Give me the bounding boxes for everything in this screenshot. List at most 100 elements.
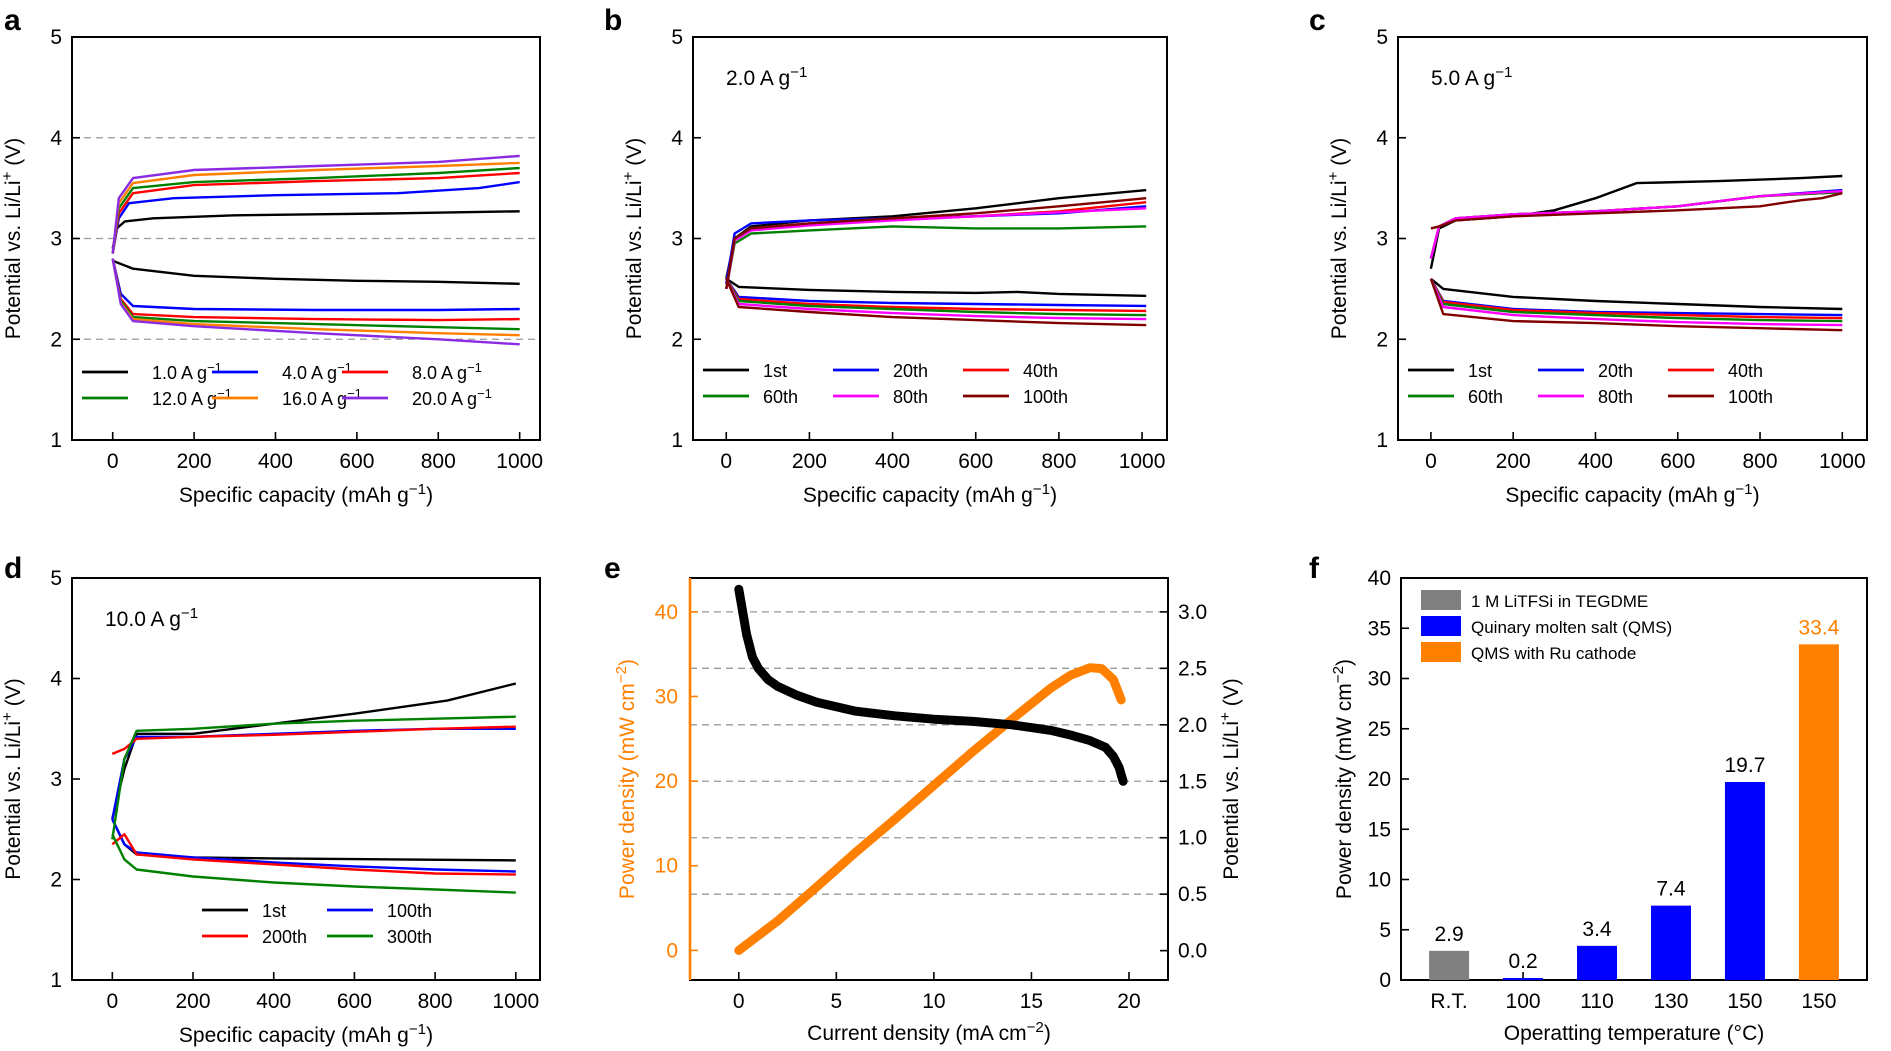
- y-tick-label: 3: [671, 228, 683, 251]
- x-tick-label: 800: [421, 450, 456, 473]
- bar-value-label: 2.9: [1434, 923, 1463, 946]
- y-right-tick-label: 1.0: [1178, 827, 1207, 850]
- series-line-charge: [1429, 174, 1843, 269]
- y-axis-label: Potential vs. Li/Li+ (V): [0, 678, 25, 879]
- series-line-discharge: [725, 277, 1147, 298]
- x-tick-label: 400: [258, 450, 293, 473]
- bar: [1577, 945, 1618, 980]
- y-left-tick-label: 30: [655, 685, 678, 708]
- y-left-tick-label: 10: [655, 855, 678, 878]
- x-axis-label: Specific capacity (mAh g−1): [803, 481, 1057, 508]
- series-line-discharge: [1429, 278, 1843, 327]
- panel-letter-f: f: [1309, 552, 1320, 585]
- series-line-discharge: [725, 278, 1147, 321]
- y-tick-label: 10: [1368, 869, 1391, 892]
- series-line-discharge: [725, 278, 1147, 327]
- x-tick-label: 400: [256, 990, 291, 1013]
- y-tick-label: 3: [50, 228, 62, 251]
- rate-annotation: 2.0 A g−1: [726, 64, 807, 91]
- series-line-charge: [1429, 189, 1843, 259]
- legend-label: 40th: [1023, 361, 1058, 381]
- y-right-tick-label: 2.5: [1178, 657, 1207, 680]
- series-line-charge: [1429, 188, 1843, 259]
- panel-letters: a b c d e f: [4, 4, 1326, 585]
- series-line-charge: [1430, 192, 1843, 230]
- y-right-tick-label: 3.0: [1178, 601, 1207, 624]
- series-line-charge: [725, 207, 1147, 290]
- x-tick-label: 200: [792, 450, 827, 473]
- legend-label: 100th: [1728, 387, 1773, 407]
- panel-letter-b: b: [604, 4, 622, 37]
- legend-label: 200th: [262, 927, 307, 947]
- panel-a: 0 200 400 600 800 1000 1 2 3 4 5 Specific capacity …: [0, 26, 543, 507]
- y-left-tick-label: 20: [655, 770, 678, 793]
- x-tick-label: 800: [418, 990, 453, 1013]
- plot-frame: [71, 577, 541, 981]
- x-tick-label: 0: [107, 450, 119, 473]
- series-line-discharge: [112, 259, 520, 285]
- y-right-tick-label: 0.0: [1178, 940, 1207, 963]
- y-tick-label: 1: [50, 429, 62, 452]
- y-tick-label: 4: [1376, 127, 1388, 150]
- x-tick-label: 800: [1743, 450, 1778, 473]
- legend-label: 60th: [763, 387, 798, 407]
- legend-label: 300th: [387, 927, 432, 947]
- y-axis-label: Potential vs. Li/Li+ (V): [0, 138, 25, 339]
- series-line-discharge: [111, 833, 516, 876]
- series-line-discharge: [1429, 278, 1843, 323]
- y-right-axis-label: Potential vs. Li/Li+ (V): [1217, 678, 1244, 879]
- x-tick-label: 800: [1041, 450, 1076, 473]
- legend-label: 1st: [763, 361, 787, 381]
- series-line-discharge: [111, 833, 516, 894]
- panel-letter-e: e: [604, 552, 621, 585]
- x-tick-label: 200: [1496, 450, 1531, 473]
- y-tick-label: 2: [50, 328, 62, 351]
- y-tick-label: 5: [50, 567, 62, 590]
- x-tick-label: 150: [1727, 990, 1762, 1013]
- x-tick-label: 0: [107, 990, 119, 1013]
- y-axis-label: Power density (mW cm−2): [1330, 659, 1357, 899]
- series-line-discharge: [111, 818, 516, 873]
- series-line-discharge: [725, 278, 1147, 317]
- panel-letter-c: c: [1309, 4, 1326, 37]
- legend-label: 40th: [1728, 361, 1763, 381]
- x-tick-label: 0: [720, 450, 732, 473]
- y-tick-label: 15: [1368, 818, 1391, 841]
- legend-label: 1st: [262, 901, 286, 921]
- legend-label: 8.0 A g−1: [412, 360, 482, 384]
- legend-label: 80th: [893, 387, 928, 407]
- series-line-discharge: [1430, 277, 1843, 311]
- x-axis-label: Specific capacity (mAh g−1): [179, 481, 433, 508]
- y-tick-label: 5: [1379, 919, 1391, 942]
- legend-label: Quinary molten salt (QMS): [1471, 618, 1672, 637]
- panel-letter-a: a: [4, 4, 21, 37]
- legend-label: 4.0 A g−1: [282, 360, 352, 384]
- panel-e: 0 5 10 15 20 0 10 20 30 40 0.0 0.5 1.0 1.5 2.0 2.5 3.0 Cu…: [613, 577, 1244, 1046]
- bar-value-label: 0.2: [1508, 950, 1537, 973]
- x-axis-label: Specific capacity (mAh g−1): [1505, 481, 1759, 508]
- x-axis-label: Operatting temperature (°C): [1504, 1022, 1765, 1045]
- x-tick-label: 600: [1660, 450, 1695, 473]
- series-line-charge: [725, 197, 1147, 290]
- bar-value-label: 3.4: [1582, 918, 1612, 941]
- x-tick-label: 10: [922, 990, 945, 1013]
- legend-swatch: [1421, 590, 1461, 610]
- x-tick-label: 130: [1653, 990, 1688, 1013]
- rate-annotation: 10.0 A g−1: [105, 605, 198, 632]
- legend-label: 80th: [1598, 387, 1633, 407]
- y-tick-label: 5: [671, 26, 683, 49]
- legend-label: 20th: [893, 361, 928, 381]
- x-axis-label: Specific capacity (mAh g−1): [179, 1021, 433, 1048]
- series-line-charge: [111, 180, 520, 254]
- x-tick-label: 1000: [1819, 450, 1866, 473]
- x-tick-label: 20: [1117, 990, 1140, 1013]
- panel-f: 0 5 10 15 20 25 30 35 40 2.9 R.T. 0.2 100 3.4 110 7.4 13…: [1330, 567, 1868, 1045]
- x-axis-label: Current density (mA cm−2): [807, 1019, 1051, 1046]
- rate-annotation: 5.0 A g−1: [1431, 64, 1512, 91]
- legend-label: 100th: [1023, 387, 1068, 407]
- y-right-tick-label: 1.5: [1178, 770, 1207, 793]
- plot-frame: [1400, 577, 1868, 981]
- y-axis-label: Potential vs. Li/Li+ (V): [1325, 138, 1352, 339]
- bar: [1503, 977, 1544, 980]
